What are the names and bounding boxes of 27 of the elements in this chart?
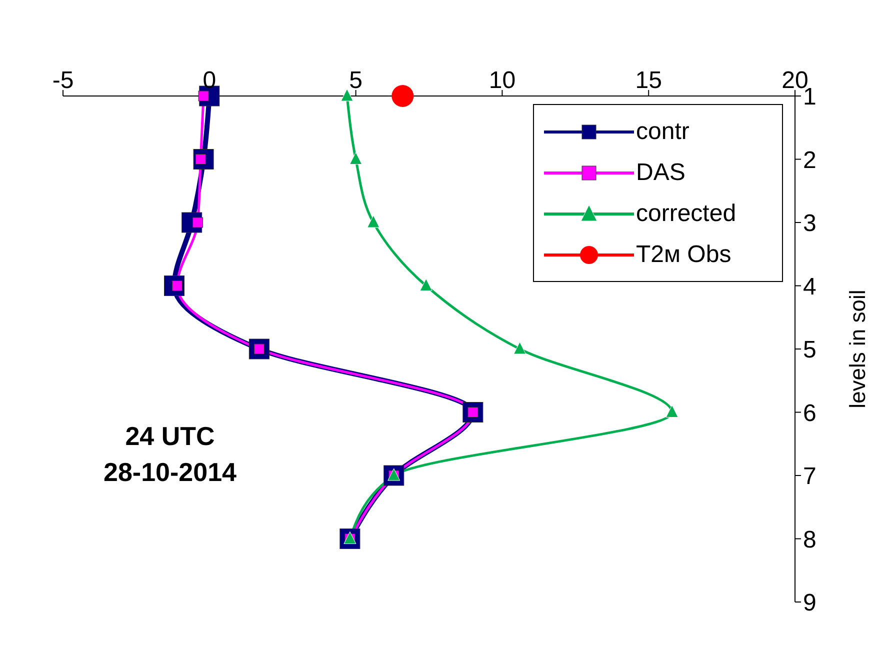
point [198, 90, 209, 102]
point [420, 278, 432, 291]
legend-label: DAS [636, 158, 686, 186]
legend-label: T2м Obs [636, 240, 732, 268]
point [350, 152, 362, 164]
legend-label: contr [636, 118, 690, 146]
y-axis-title: levels in soil [844, 290, 870, 408]
point [666, 405, 678, 418]
x-tick-label: 5 [349, 67, 362, 94]
point [392, 85, 414, 107]
point [514, 342, 526, 354]
y-tick-label: 3 [803, 210, 816, 238]
x-tick-label: -5 [52, 67, 74, 94]
y-tick-label: 4 [803, 273, 816, 300]
y-tick-label: 9 [803, 590, 816, 617]
legend-label: corrected [636, 200, 736, 228]
y-tick-label: 7 [803, 463, 816, 490]
y-tick-label: 5 [803, 336, 816, 364]
y-tick-label: 2 [803, 146, 816, 174]
annotation: 24 UTC [124, 420, 216, 453]
y-tick-label: 6 [803, 400, 816, 427]
x-tick-label: 15 [635, 67, 662, 94]
annotation: 28-10-2014 [102, 456, 238, 489]
x-tick-label: 10 [488, 67, 516, 94]
point [340, 88, 354, 102]
y-tick-label: 8 [803, 526, 816, 554]
point [367, 215, 380, 228]
